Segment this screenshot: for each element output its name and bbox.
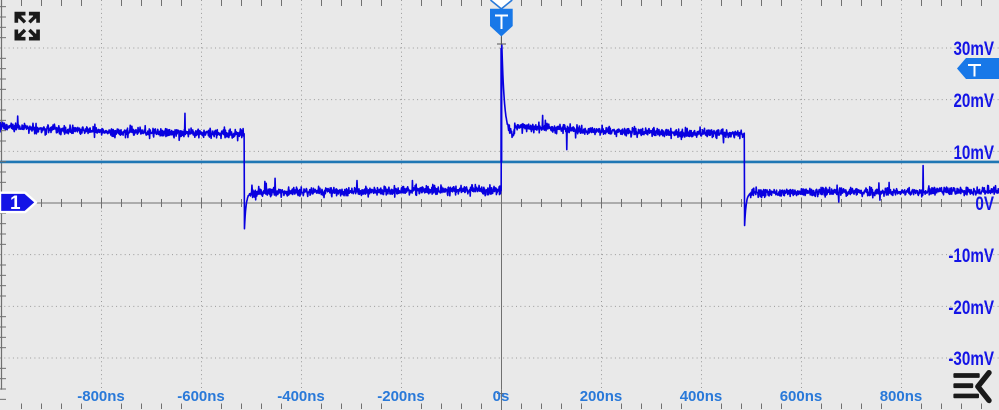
svg-text:1: 1 [10,193,21,214]
